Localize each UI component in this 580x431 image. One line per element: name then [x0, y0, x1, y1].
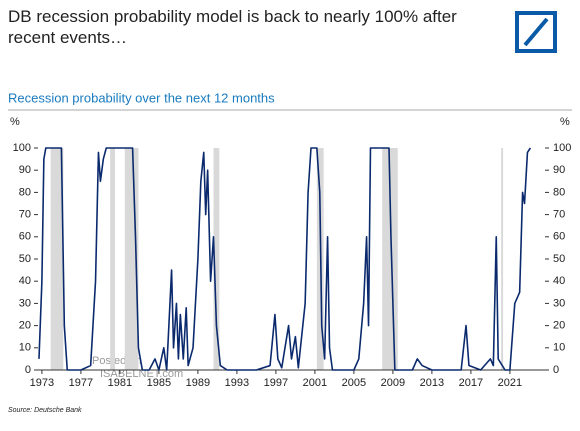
y-tick-label: 80 [19, 186, 31, 198]
recession-band [110, 148, 116, 370]
x-tick-label: 2009 [381, 377, 405, 389]
x-tick-label: 1977 [69, 377, 93, 389]
y-tick-label: 0 [553, 364, 559, 376]
y-tick-label: 0 [25, 364, 31, 376]
y-tick-label: 60 [19, 231, 31, 243]
probability-line [38, 147, 532, 371]
x-tick-label: 1973 [30, 377, 54, 389]
y-tick-label: 20 [553, 320, 565, 332]
recession-band [50, 148, 64, 370]
logo [515, 11, 557, 53]
y-tick-label: 10 [19, 342, 31, 354]
y-tick-label: 50 [19, 253, 31, 265]
y-tick-label: 10 [553, 342, 565, 354]
y-tick-label: 40 [19, 275, 31, 287]
x-tick-label: 1989 [186, 377, 210, 389]
y-tick-label: 60 [553, 231, 565, 243]
y-unit-right: % [560, 116, 570, 128]
recession-band [501, 148, 504, 370]
x-tick-label: 2017 [459, 377, 483, 389]
x-tick-label: 1981 [108, 377, 132, 389]
y-tick-label: 30 [19, 297, 31, 309]
recession-band [213, 148, 220, 370]
x-tick-label: 2005 [342, 377, 366, 389]
y-tick-label: 90 [19, 164, 31, 176]
y-unit-left: % [10, 116, 20, 128]
y-tick-label: 30 [553, 297, 565, 309]
y-tick-label: 100 [553, 142, 571, 154]
subtitle: Recession probability over the next 12 m… [8, 90, 275, 105]
title-box: DB recession probability model is back t… [8, 7, 457, 47]
y-tick-label: 100 [13, 142, 31, 154]
chart-title: DB recession probability model is back t… [8, 7, 457, 47]
x-tick-label: 2001 [303, 377, 327, 389]
y-tick-label: 90 [553, 164, 565, 176]
x-tick-label: 2013 [420, 377, 444, 389]
y-tick-label: 80 [553, 186, 565, 198]
x-tick-label: 1997 [264, 377, 288, 389]
watermark: ISABELNET.com [100, 368, 183, 380]
y-tick-label: 70 [553, 209, 565, 221]
x-tick-label: 1985 [147, 377, 171, 389]
x-tick-label: 2021 [498, 377, 522, 389]
y-tick-label: 20 [19, 320, 31, 332]
x-tick-label: 1993 [225, 377, 249, 389]
y-tick-label: 40 [553, 275, 565, 287]
source: Source: Deutsche Bank [8, 407, 82, 414]
y-tick-label: 70 [19, 209, 31, 221]
y-tick-label: 50 [553, 253, 565, 265]
